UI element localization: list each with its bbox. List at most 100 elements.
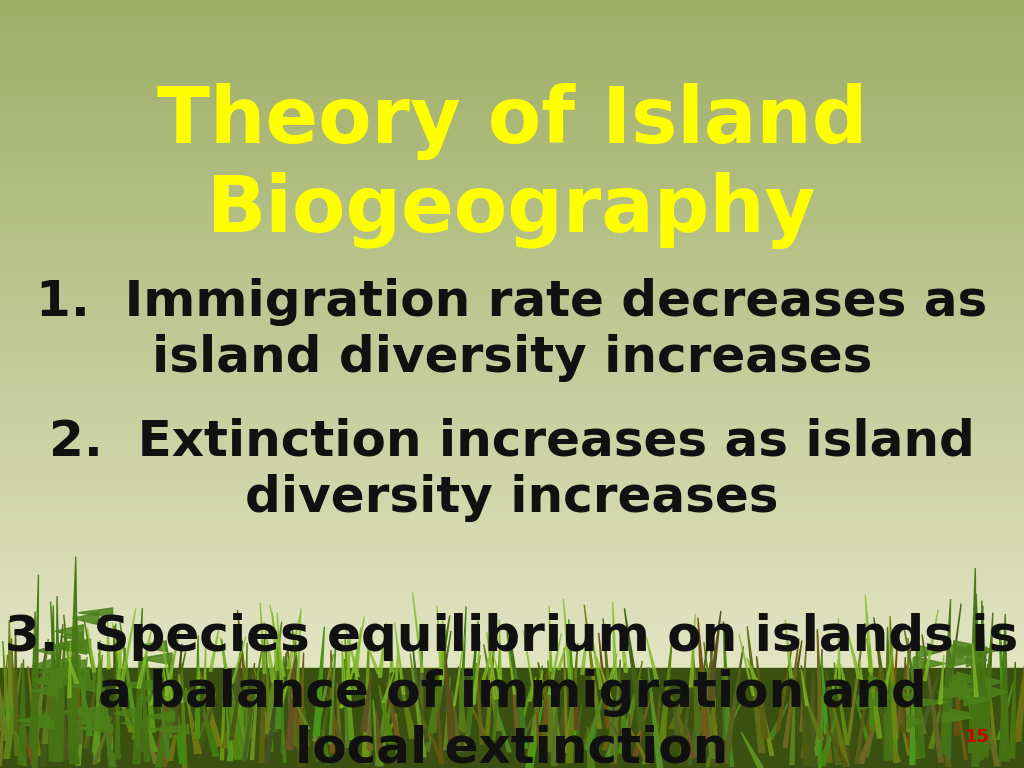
Polygon shape <box>949 684 974 698</box>
Polygon shape <box>316 671 334 761</box>
Polygon shape <box>152 690 188 702</box>
Polygon shape <box>969 693 987 703</box>
Polygon shape <box>483 644 502 730</box>
Polygon shape <box>621 625 628 672</box>
Polygon shape <box>47 670 54 755</box>
Polygon shape <box>167 724 178 760</box>
Polygon shape <box>382 668 395 702</box>
Polygon shape <box>56 596 61 757</box>
Polygon shape <box>362 637 369 763</box>
Polygon shape <box>368 718 373 750</box>
Polygon shape <box>947 656 953 759</box>
Polygon shape <box>566 644 578 763</box>
Polygon shape <box>860 662 865 694</box>
Polygon shape <box>949 709 984 722</box>
Polygon shape <box>776 650 792 730</box>
Polygon shape <box>167 665 180 737</box>
Polygon shape <box>563 598 571 678</box>
Polygon shape <box>196 689 217 750</box>
Polygon shape <box>113 623 123 668</box>
Polygon shape <box>546 655 553 752</box>
Polygon shape <box>688 635 709 764</box>
Polygon shape <box>591 629 603 689</box>
Polygon shape <box>817 631 821 730</box>
Polygon shape <box>439 613 443 679</box>
Polygon shape <box>242 652 261 759</box>
Polygon shape <box>29 710 42 756</box>
Polygon shape <box>804 694 824 740</box>
Polygon shape <box>52 619 60 760</box>
Polygon shape <box>622 688 626 728</box>
Polygon shape <box>509 639 527 748</box>
Polygon shape <box>221 640 242 759</box>
Polygon shape <box>182 664 186 768</box>
Polygon shape <box>864 666 881 738</box>
Polygon shape <box>11 638 17 755</box>
Polygon shape <box>707 686 715 758</box>
Polygon shape <box>985 677 1002 687</box>
Polygon shape <box>37 645 59 657</box>
Polygon shape <box>164 652 185 746</box>
Polygon shape <box>943 713 972 723</box>
Polygon shape <box>76 617 81 742</box>
Polygon shape <box>342 641 346 694</box>
Polygon shape <box>344 659 349 747</box>
Polygon shape <box>198 665 200 688</box>
Polygon shape <box>297 609 301 683</box>
Polygon shape <box>162 659 173 762</box>
Polygon shape <box>250 676 258 760</box>
Polygon shape <box>326 692 346 751</box>
Polygon shape <box>368 690 371 762</box>
Polygon shape <box>625 661 642 743</box>
Polygon shape <box>353 627 360 694</box>
Polygon shape <box>459 606 466 729</box>
Polygon shape <box>537 670 543 696</box>
Polygon shape <box>42 655 53 743</box>
Polygon shape <box>814 649 822 751</box>
Polygon shape <box>1010 662 1016 758</box>
Polygon shape <box>969 679 983 749</box>
Polygon shape <box>164 668 169 700</box>
Polygon shape <box>26 713 46 727</box>
Polygon shape <box>437 605 443 685</box>
Polygon shape <box>668 687 689 742</box>
Polygon shape <box>692 650 713 756</box>
Polygon shape <box>69 557 79 749</box>
Polygon shape <box>194 674 206 731</box>
Polygon shape <box>395 646 398 681</box>
Polygon shape <box>999 624 1008 749</box>
Polygon shape <box>941 687 969 699</box>
Polygon shape <box>523 631 537 703</box>
Polygon shape <box>198 693 216 737</box>
Polygon shape <box>339 687 353 708</box>
Polygon shape <box>599 633 609 728</box>
Polygon shape <box>373 700 383 766</box>
Polygon shape <box>425 646 446 751</box>
Polygon shape <box>50 624 63 728</box>
Polygon shape <box>724 699 742 735</box>
Polygon shape <box>288 647 301 746</box>
Polygon shape <box>658 641 672 748</box>
Polygon shape <box>723 647 743 763</box>
Polygon shape <box>19 715 37 766</box>
Polygon shape <box>102 713 121 756</box>
Polygon shape <box>938 654 944 704</box>
Polygon shape <box>166 643 186 763</box>
Polygon shape <box>468 700 486 736</box>
Polygon shape <box>880 694 890 758</box>
Polygon shape <box>53 675 85 690</box>
Polygon shape <box>464 655 480 747</box>
Polygon shape <box>378 623 386 677</box>
Polygon shape <box>313 627 325 736</box>
Polygon shape <box>56 677 81 687</box>
Polygon shape <box>142 659 150 761</box>
Polygon shape <box>50 601 60 730</box>
Polygon shape <box>610 723 630 753</box>
Polygon shape <box>132 655 146 739</box>
Polygon shape <box>260 603 266 674</box>
Polygon shape <box>411 654 426 756</box>
Polygon shape <box>172 644 182 734</box>
Polygon shape <box>949 647 967 759</box>
Polygon shape <box>452 690 462 752</box>
Polygon shape <box>84 621 106 730</box>
